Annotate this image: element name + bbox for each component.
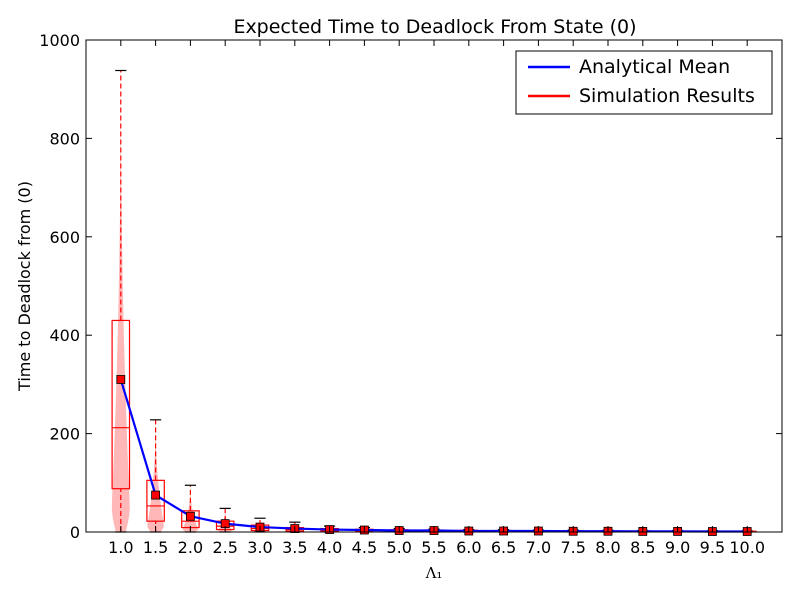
x-tick-label-9.5: 9.5 [700, 538, 725, 557]
x-tick-label-6.0: 6.0 [456, 538, 481, 557]
x-tick-label-5.5: 5.5 [421, 538, 446, 557]
legend-label-simulation: Simulation Results [579, 85, 755, 107]
y-tick-label-0: 0 [70, 523, 80, 542]
legend-box [515, 50, 773, 115]
x-axis-label: Λ₁ [425, 564, 443, 582]
mean-marker-1.0 [116, 375, 126, 384]
x-tick-label-1.0: 1.0 [108, 538, 133, 557]
x-tick-label-7.0: 7.0 [526, 538, 551, 557]
legend-label-analytical: Analytical Mean [579, 56, 730, 78]
mean-marker-2.0 [185, 511, 195, 521]
y-tick-label-200: 200 [49, 425, 80, 444]
x-tick-label-8.0: 8.0 [595, 538, 620, 557]
y-tick-label-600: 600 [49, 228, 80, 247]
x-tick-label-3.0: 3.0 [247, 538, 272, 557]
x-tick-label-1.5: 1.5 [143, 538, 168, 557]
y-tick-label-1000: 1000 [39, 31, 80, 50]
x-tick-label-4.5: 4.5 [352, 538, 377, 557]
mean-marker-1.5 [151, 490, 161, 500]
x-tick-label-5.0: 5.0 [386, 538, 411, 557]
axes: 0 200 400 600 800 1000 1.0 1.5 2.0 2.5 3.0 3.5 4.0 4.… [39, 31, 783, 557]
x-tick-label-2.5: 2.5 [212, 538, 237, 557]
x-tick-label-9.0: 9.0 [665, 538, 690, 557]
x-tick-label-7.5: 7.5 [560, 538, 585, 557]
x-tick-label-3.5: 3.5 [282, 538, 307, 557]
chart-title: Expected Time to Deadlock From State (0) [233, 16, 636, 38]
x-tick-label-6.5: 6.5 [491, 538, 516, 557]
x-tick-label-8.5: 8.5 [630, 538, 655, 557]
y-tick-label-400: 400 [49, 326, 80, 345]
x-tick-label-10.0: 10.0 [729, 538, 765, 557]
x-tick-label-2.0: 2.0 [178, 538, 203, 557]
y-axis-label: Time to Deadlock from (0) [15, 181, 34, 392]
legend: Analytical Mean Simulation Results [515, 50, 773, 115]
x-tick-label-4.0: 4.0 [317, 538, 342, 557]
y-tick-label-800: 800 [49, 129, 80, 148]
